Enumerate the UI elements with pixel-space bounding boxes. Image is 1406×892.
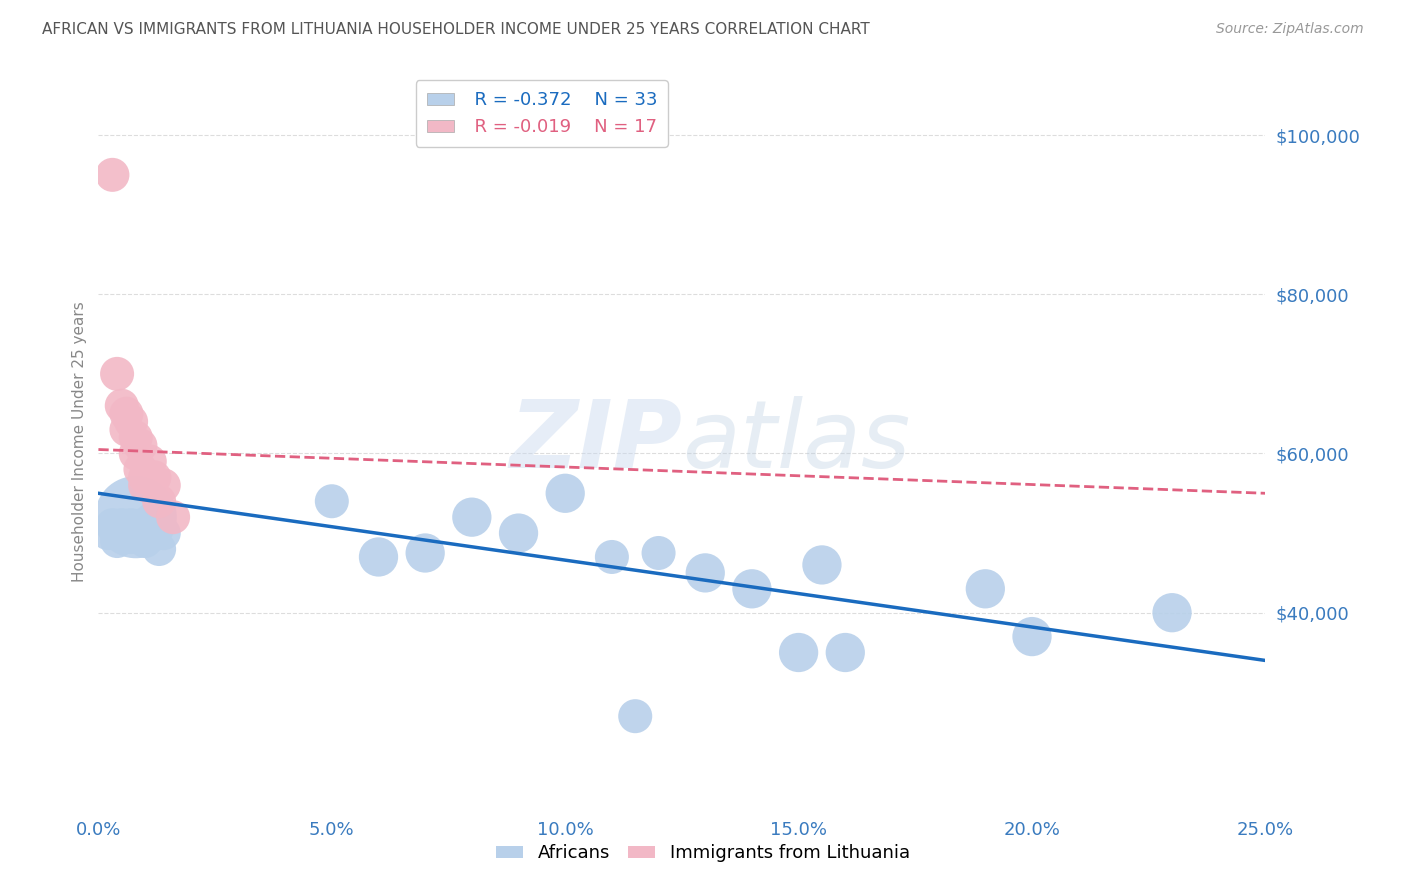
Point — [554, 486, 576, 500]
Point — [647, 546, 669, 560]
Point — [120, 518, 142, 533]
Point — [111, 526, 134, 541]
Point — [974, 582, 997, 596]
Point — [125, 431, 148, 445]
Point — [148, 494, 170, 508]
Point — [695, 566, 717, 580]
Point — [134, 478, 156, 492]
Point — [115, 522, 138, 536]
Point — [834, 646, 856, 660]
Point — [413, 546, 436, 560]
Point — [741, 582, 763, 596]
Point — [143, 470, 166, 484]
Y-axis label: Householder Income Under 25 years: Householder Income Under 25 years — [72, 301, 87, 582]
Point — [111, 399, 134, 413]
Point — [152, 526, 174, 541]
Point — [152, 478, 174, 492]
Point — [134, 518, 156, 533]
Point — [811, 558, 834, 572]
Point — [134, 534, 156, 549]
Point — [1161, 606, 1184, 620]
Point — [624, 709, 647, 723]
Point — [105, 534, 128, 549]
Point — [115, 423, 138, 437]
Text: atlas: atlas — [682, 396, 910, 487]
Point — [105, 367, 128, 381]
Point — [139, 454, 162, 468]
Point — [1021, 630, 1043, 644]
Point — [120, 530, 142, 544]
Point — [101, 518, 124, 533]
Point — [129, 526, 152, 541]
Legend: Africans, Immigrants from Lithuania: Africans, Immigrants from Lithuania — [489, 838, 917, 870]
Legend:   R = -0.372    N = 33,   R = -0.019    N = 17: R = -0.372 N = 33, R = -0.019 N = 17 — [416, 80, 668, 147]
Point — [125, 446, 148, 460]
Point — [115, 407, 138, 421]
Point — [125, 510, 148, 524]
Point — [101, 168, 124, 182]
Text: AFRICAN VS IMMIGRANTS FROM LITHUANIA HOUSEHOLDER INCOME UNDER 25 YEARS CORRELATI: AFRICAN VS IMMIGRANTS FROM LITHUANIA HOU… — [42, 22, 870, 37]
Point — [120, 415, 142, 429]
Point — [367, 549, 389, 564]
Point — [787, 646, 810, 660]
Point — [148, 541, 170, 556]
Point — [129, 462, 152, 476]
Point — [97, 526, 120, 541]
Text: Source: ZipAtlas.com: Source: ZipAtlas.com — [1216, 22, 1364, 37]
Text: ZIP: ZIP — [509, 395, 682, 488]
Point — [321, 494, 343, 508]
Point — [508, 526, 530, 541]
Point — [129, 438, 152, 452]
Point — [139, 514, 162, 528]
Point — [143, 510, 166, 524]
Point — [461, 510, 484, 524]
Point — [111, 518, 134, 533]
Point — [600, 549, 623, 564]
Point — [134, 470, 156, 484]
Point — [162, 510, 184, 524]
